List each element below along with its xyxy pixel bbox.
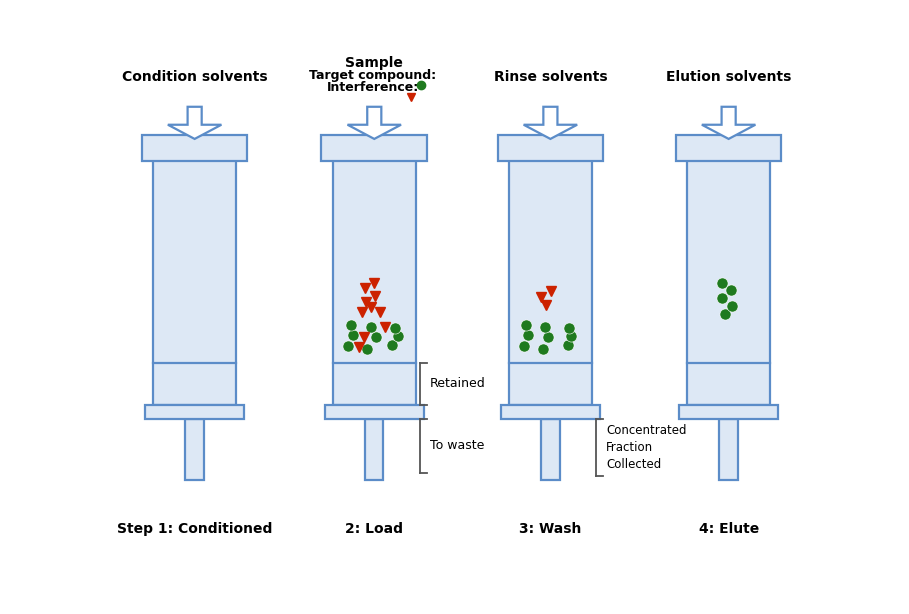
Bar bbox=[333, 159, 415, 405]
Bar bbox=[687, 159, 770, 405]
Bar bbox=[501, 405, 600, 419]
Bar bbox=[142, 135, 247, 161]
Text: Condition solvents: Condition solvents bbox=[122, 70, 267, 84]
Polygon shape bbox=[702, 107, 755, 139]
Text: 2: Load: 2: Load bbox=[345, 522, 404, 536]
Bar bbox=[185, 419, 204, 480]
Polygon shape bbox=[524, 107, 577, 139]
Text: Interference:: Interference: bbox=[326, 82, 419, 95]
Text: Concentrated
Fraction
Collected: Concentrated Fraction Collected bbox=[606, 424, 686, 471]
Bar bbox=[325, 405, 424, 419]
Bar bbox=[675, 135, 782, 161]
Text: 4: Elute: 4: Elute bbox=[698, 522, 759, 536]
Text: Sample: Sample bbox=[345, 56, 404, 70]
Text: To waste: To waste bbox=[430, 440, 484, 453]
Bar bbox=[497, 135, 604, 161]
Bar bbox=[322, 135, 427, 161]
Bar bbox=[145, 405, 244, 419]
Text: Rinse solvents: Rinse solvents bbox=[494, 70, 607, 84]
Bar bbox=[720, 419, 738, 480]
Bar bbox=[679, 405, 778, 419]
Polygon shape bbox=[347, 107, 401, 139]
Text: 3: Wash: 3: Wash bbox=[519, 522, 582, 536]
Text: Step 1: Conditioned: Step 1: Conditioned bbox=[117, 522, 273, 536]
Bar bbox=[541, 419, 560, 480]
Bar bbox=[365, 419, 384, 480]
Polygon shape bbox=[168, 107, 222, 139]
Text: Retained: Retained bbox=[430, 378, 485, 391]
Text: Elution solvents: Elution solvents bbox=[666, 70, 792, 84]
Bar bbox=[153, 159, 236, 405]
Text: Target compound:: Target compound: bbox=[309, 69, 436, 82]
Bar bbox=[509, 159, 592, 405]
